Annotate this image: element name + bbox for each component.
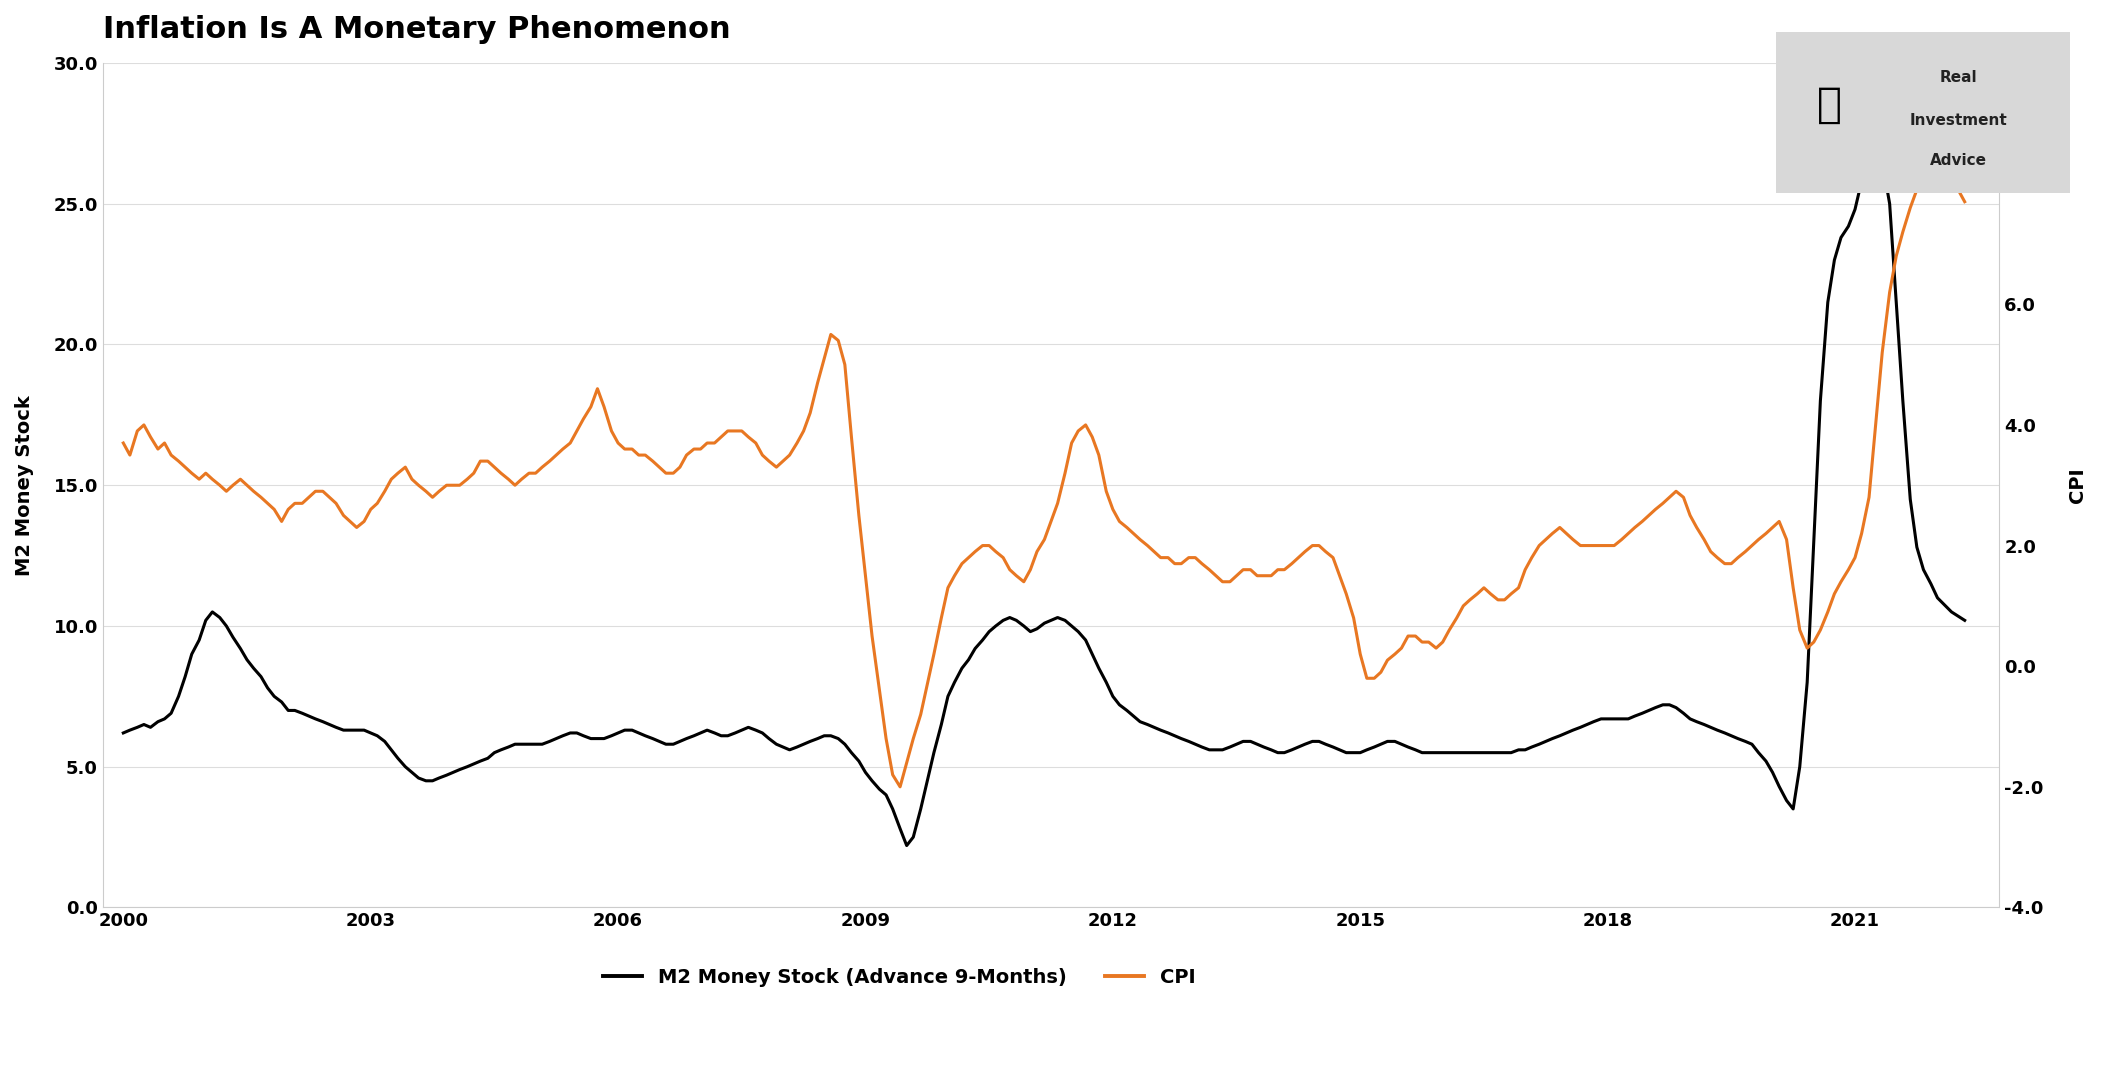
FancyBboxPatch shape [1776, 32, 2070, 193]
Text: Investment: Investment [1911, 114, 2007, 128]
Text: Inflation Is A Monetary Phenomenon: Inflation Is A Monetary Phenomenon [103, 15, 729, 44]
Y-axis label: CPI: CPI [2068, 467, 2087, 503]
Y-axis label: M2 Money Stock: M2 Money Stock [15, 394, 34, 576]
Legend: M2 Money Stock (Advance 9-Months), CPI: M2 Money Stock (Advance 9-Months), CPI [595, 961, 1202, 995]
Text: Advice: Advice [1930, 153, 1986, 168]
Text: Real: Real [1940, 70, 1978, 85]
Text: 🦅: 🦅 [1816, 84, 1841, 125]
